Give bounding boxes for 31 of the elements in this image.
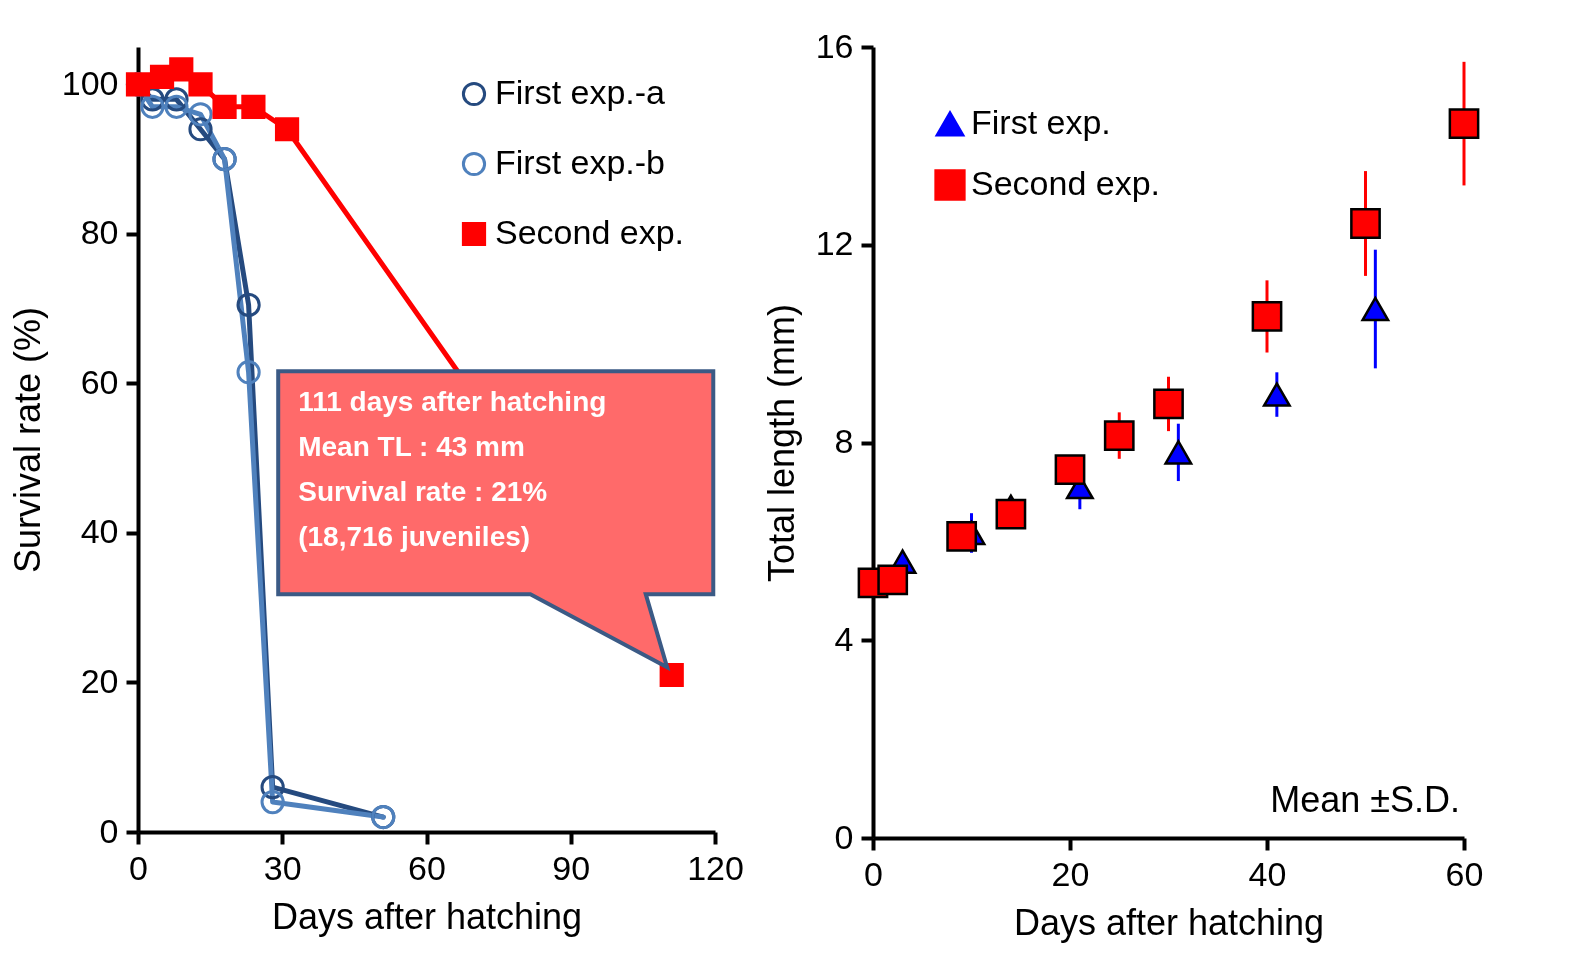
x-tick-label: 60 xyxy=(408,848,446,887)
x-tick-label: 120 xyxy=(687,848,744,887)
y-axis-title: Total length (mm) xyxy=(760,303,802,583)
y-tick-label: 0 xyxy=(834,817,854,856)
x-tick-label: 40 xyxy=(1248,854,1287,893)
x-tick-label: 0 xyxy=(129,848,148,887)
annotation: 111 days after hatching Mean TL : 43 mm Survival rate : 21% (18,716 juveniles) xyxy=(298,386,607,553)
y-tick-label: 100 xyxy=(61,63,119,102)
x-tick-label: 0 xyxy=(864,854,883,893)
legend-label: Second exp. xyxy=(495,213,685,251)
y-tick-label: 4 xyxy=(834,619,854,658)
y-tick-label: 16 xyxy=(815,26,854,65)
legend-label: First exp.-b xyxy=(495,143,666,181)
legend-label: First exp. xyxy=(971,103,1111,141)
y-tick-label: 8 xyxy=(834,422,854,460)
y-tick-label: 0 xyxy=(99,811,119,850)
y-tick-label: 80 xyxy=(80,213,119,252)
x-tick-label: 90 xyxy=(552,848,591,887)
x-axis-title: Days after hatching xyxy=(271,895,583,937)
legend-label: Second exp. xyxy=(971,164,1161,202)
y-tick-label: 40 xyxy=(80,512,119,551)
x-axis-title: Days after hatching xyxy=(1013,901,1325,943)
x-tick-label: 60 xyxy=(1445,854,1484,893)
y-tick-label: 20 xyxy=(80,661,119,700)
y-tick-label: 60 xyxy=(80,362,119,401)
x-tick-label: 30 xyxy=(263,848,302,887)
y-axis-title: Survival rate (%) xyxy=(6,306,48,574)
annotation: Mean ±S.D. xyxy=(1270,779,1460,820)
legend-label: First exp.-a xyxy=(495,73,666,111)
y-tick-label: 12 xyxy=(815,224,854,263)
x-tick-label: 20 xyxy=(1051,854,1090,893)
